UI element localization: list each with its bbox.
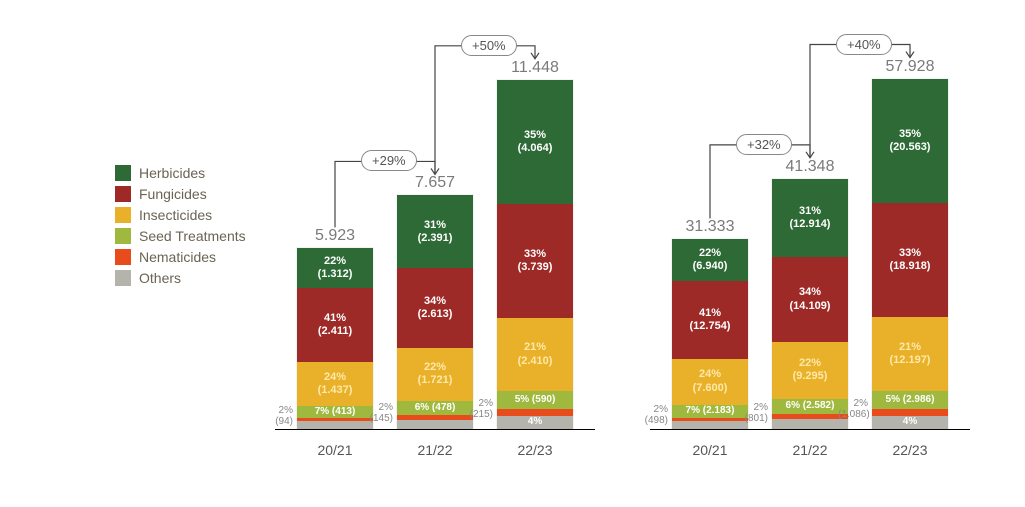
bar-stack: 4% 5% (590)21%(2.410)33%(3.739)35%(4.064) (497, 80, 573, 429)
x-axis (650, 429, 970, 430)
bar-21/22: 41.348 4% 6% (2.582)22%(9.295)34%(14.109)3… (770, 158, 850, 429)
segment-herbicides: 35%(20.563) (872, 79, 948, 203)
side-annotation-nematicides: 2%(801) (738, 402, 768, 424)
segment-seed: 7% (413) (297, 406, 373, 419)
segment-herbicides: 35%(4.064) (497, 80, 573, 204)
side-annotation-nematicides: 2%(498) (638, 404, 668, 426)
legend-item-others: Others (115, 270, 246, 286)
x-label: 22/23 (495, 442, 575, 458)
segment-others: 4% (772, 419, 848, 429)
segment-others: 4% (672, 421, 748, 429)
segment-fungicides: 34%(2.613) (397, 268, 473, 348)
side-annotation-nematicides: 2%(145) (363, 402, 393, 424)
bar-stack: 4% 6% (2.582)22%(9.295)34%(14.109)31%(12.… (772, 179, 848, 429)
bar-total: 57.928 (886, 58, 935, 76)
bar-22/23: 57.928 4% 5% (2.986)21%(12.197)33%(18.918)… (870, 58, 950, 429)
segment-insecticides: 24%(1.437) (297, 362, 373, 406)
side-annotation-nematicides: 2%(1.086) (838, 398, 868, 420)
segment-fungicides: 41%(2.411) (297, 288, 373, 362)
segment-herbicides: 31%(12.914) (772, 179, 848, 257)
segment-insecticides: 24%(7.600) (672, 359, 748, 405)
swatch (115, 186, 131, 202)
swatch (115, 165, 131, 181)
segment-herbicides: 31%(2.391) (397, 195, 473, 268)
growth-callout: +32% (736, 134, 792, 155)
x-label: 20/21 (295, 442, 375, 458)
bar-total: 31.333 (686, 218, 735, 236)
growth-callout: +29% (361, 150, 417, 171)
x-axis (275, 429, 595, 430)
legend-label: Nematicides (139, 249, 216, 265)
bar-stack: 4% 6% (478)22%(1.721)34%(2.613)31%(2.391) (397, 195, 473, 429)
segment-others: 4% (397, 420, 473, 429)
legend-item-herbicides: Herbicides (115, 165, 246, 181)
x-label: 21/22 (395, 442, 475, 458)
bar-total: 5.923 (315, 227, 355, 245)
segment-others: 4% (497, 416, 573, 429)
segment-fungicides: 34%(14.109) (772, 257, 848, 342)
legend-label: Seed Treatments (139, 228, 246, 244)
x-labels: 20/21 21/22 22/23 (285, 442, 585, 458)
legend-label: Fungicides (139, 186, 207, 202)
x-label: 22/23 (870, 442, 950, 458)
segment-others: 4% (297, 421, 373, 429)
side-annotation-nematicides: 2%(215) (463, 398, 493, 420)
bar-21/22: 7.657 4% 6% (478)22%(1.721)34%(2.613)31%(2… (395, 174, 475, 429)
bar-20/21: 5.923 4% 7% (413)24%(1.437)41%(2.411)22%(1… (295, 227, 375, 429)
legend: Herbicides Fungicides Insecticides Seed Tre… (115, 165, 246, 291)
bar-22/23: 11.448 4% 5% (590)21%(2.410)33%(3.739)35%(… (495, 59, 575, 429)
legend-item-fungicides: Fungicides (115, 186, 246, 202)
segment-herbicides: 22%(6.940) (672, 239, 748, 281)
segment-seed: 5% (590) (497, 391, 573, 409)
growth-callout: +40% (836, 34, 892, 55)
segment-fungicides: 33%(18.918) (872, 203, 948, 317)
swatch (115, 270, 131, 286)
bar-total: 41.348 (786, 158, 835, 176)
bar-20/21: 31.333 4% 7% (2.183)24%(7.600)41%(12.754)2… (670, 218, 750, 429)
bar-stack: 4% 5% (2.986)21%(12.197)33%(18.918)35%(20… (872, 79, 948, 429)
swatch (115, 207, 131, 223)
segment-seed: 6% (478) (397, 401, 473, 416)
legend-label: Herbicides (139, 165, 205, 181)
legend-item-seed: Seed Treatments (115, 228, 246, 244)
segment-insecticides: 21%(2.410) (497, 318, 573, 392)
segment-insecticides: 22%(1.721) (397, 348, 473, 400)
x-label: 20/21 (670, 442, 750, 458)
bar-stack: 4% 7% (2.183)24%(7.600)41%(12.754)22%(6.9… (672, 239, 748, 429)
side-annotation-nematicides: 2%(94) (263, 405, 293, 427)
x-label: 21/22 (770, 442, 850, 458)
swatch (115, 228, 131, 244)
legend-item-nematicides: Nematicides (115, 249, 246, 265)
bars: 5.9234%7% (413)24%(1.437)41%(2.411)22%(1… (285, 49, 585, 429)
chart-left: 5.9234%7% (413)24%(1.437)41%(2.411)22%(1… (285, 40, 585, 470)
bar-stack: 4% 7% (413)24%(1.437)41%(2.411)22%(1.312) (297, 248, 373, 429)
legend-label: Others (139, 270, 181, 286)
legend-label: Insecticides (139, 207, 212, 223)
x-labels: 20/21 21/22 22/23 (660, 442, 960, 458)
bar-total: 11.448 (511, 59, 559, 77)
bar-total: 7.657 (415, 174, 455, 192)
segment-others: 4% (872, 416, 948, 429)
segment-fungicides: 33%(3.739) (497, 204, 573, 318)
bars: 31.3334%7% (2.183)24%(7.600)41%(12.754)2… (660, 49, 960, 429)
segment-herbicides: 22%(1.312) (297, 248, 373, 288)
chart-right: 31.3334%7% (2.183)24%(7.600)41%(12.754)2… (660, 40, 960, 470)
swatch (115, 249, 131, 265)
segment-seed: 5% (2.986) (872, 391, 948, 409)
segment-insecticides: 22%(9.295) (772, 342, 848, 398)
segment-seed: 7% (2.183) (672, 405, 748, 418)
segment-fungicides: 41%(12.754) (672, 281, 748, 358)
legend-item-insecticides: Insecticides (115, 207, 246, 223)
segment-insecticides: 21%(12.197) (872, 317, 948, 391)
growth-callout: +50% (461, 35, 517, 56)
segment-seed: 6% (2.582) (772, 399, 848, 415)
